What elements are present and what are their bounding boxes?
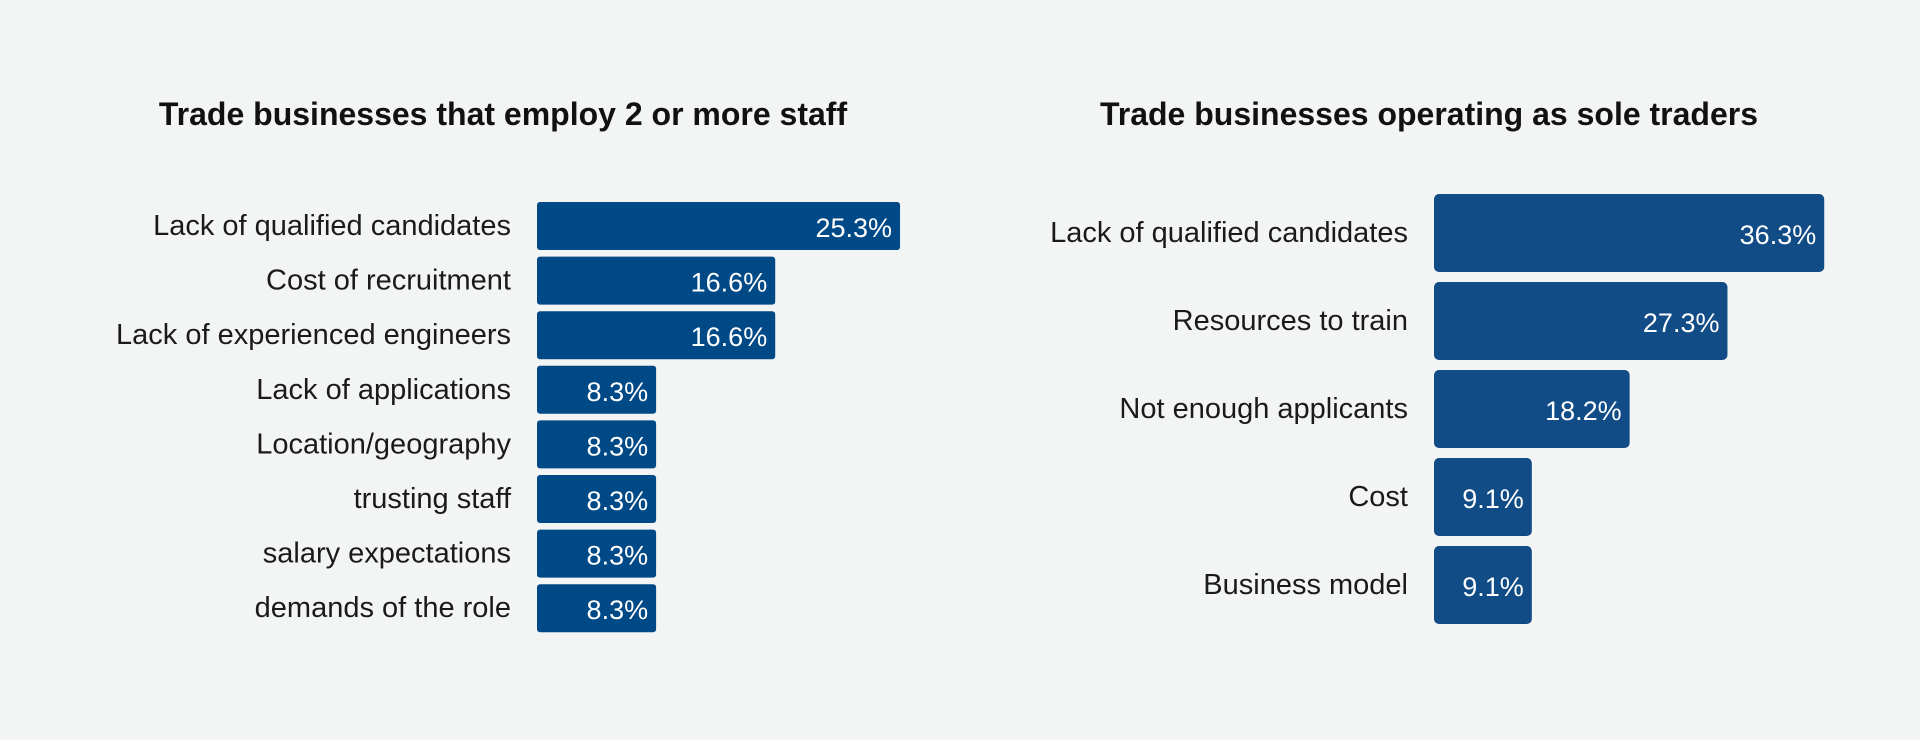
- value-label-demands-of-the-role: 8.3%: [587, 595, 649, 625]
- category-label-business-model: Business model: [1203, 569, 1408, 601]
- value-label-trusting-staff: 8.3%: [587, 486, 649, 516]
- value-label-lack-of-experienced-engineers: 16.6%: [691, 322, 768, 352]
- category-label-resources-to-train: Resources to train: [1173, 305, 1408, 337]
- category-label-location-geography: Location/geography: [256, 428, 511, 460]
- value-label-resources-to-train: 27.3%: [1643, 308, 1720, 338]
- bar-cost: [1434, 458, 1532, 536]
- value-label-salary-expectations: 8.3%: [587, 541, 649, 571]
- value-label-lack-of-applications: 8.3%: [587, 377, 649, 407]
- bar-lack-of-qualified-candidates: [1434, 194, 1825, 272]
- category-label-not-enough-applicants: Not enough applicants: [1119, 393, 1408, 425]
- bar-cost-of-recruitment: [537, 256, 776, 305]
- category-label-trusting-staff: trusting staff: [354, 483, 512, 515]
- category-label-lack-of-experienced-engineers: Lack of experienced engineers: [116, 319, 511, 351]
- chart-title: Trade businesses that employ 2 or more s…: [159, 96, 848, 132]
- chart-employ-staff: Trade businesses that employ 2 or more s…: [116, 96, 901, 633]
- bar-trusting-staff: [537, 475, 657, 523]
- bar-salary-expectations: [537, 529, 657, 578]
- category-label-lack-of-qualified-candidates: Lack of qualified candidates: [153, 210, 511, 242]
- category-label-cost: Cost: [1348, 481, 1408, 513]
- category-label-lack-of-applications: Lack of applications: [256, 374, 511, 406]
- bar-demands-of-the-role: [537, 584, 657, 633]
- bar-resources-to-train: [1434, 282, 1728, 360]
- bar-lack-of-experienced-engineers: [537, 311, 776, 360]
- value-label-business-model: 9.1%: [1462, 572, 1524, 602]
- value-label-location-geography: 8.3%: [587, 431, 649, 461]
- value-label-cost-of-recruitment: 16.6%: [691, 268, 768, 298]
- value-label-not-enough-applicants: 18.2%: [1545, 396, 1622, 426]
- bar-lack-of-applications: [537, 365, 657, 414]
- category-label-lack-of-qualified-candidates: Lack of qualified candidates: [1050, 217, 1408, 249]
- bar-not-enough-applicants: [1434, 370, 1630, 448]
- chart-sole-traders: Trade businesses operating as sole trade…: [1050, 96, 1825, 624]
- value-label-lack-of-qualified-candidates: 25.3%: [815, 213, 892, 243]
- bar-business-model: [1434, 546, 1532, 624]
- value-label-lack-of-qualified-candidates: 36.3%: [1740, 220, 1817, 250]
- category-label-salary-expectations: salary expectations: [263, 538, 511, 570]
- bar-lack-of-qualified-candidates: [537, 202, 901, 250]
- value-label-cost: 9.1%: [1462, 484, 1524, 514]
- category-label-cost-of-recruitment: Cost of recruitment: [266, 265, 511, 297]
- category-label-demands-of-the-role: demands of the role: [255, 592, 511, 624]
- chart-title: Trade businesses operating as sole trade…: [1100, 96, 1758, 132]
- bar-location-geography: [537, 420, 657, 469]
